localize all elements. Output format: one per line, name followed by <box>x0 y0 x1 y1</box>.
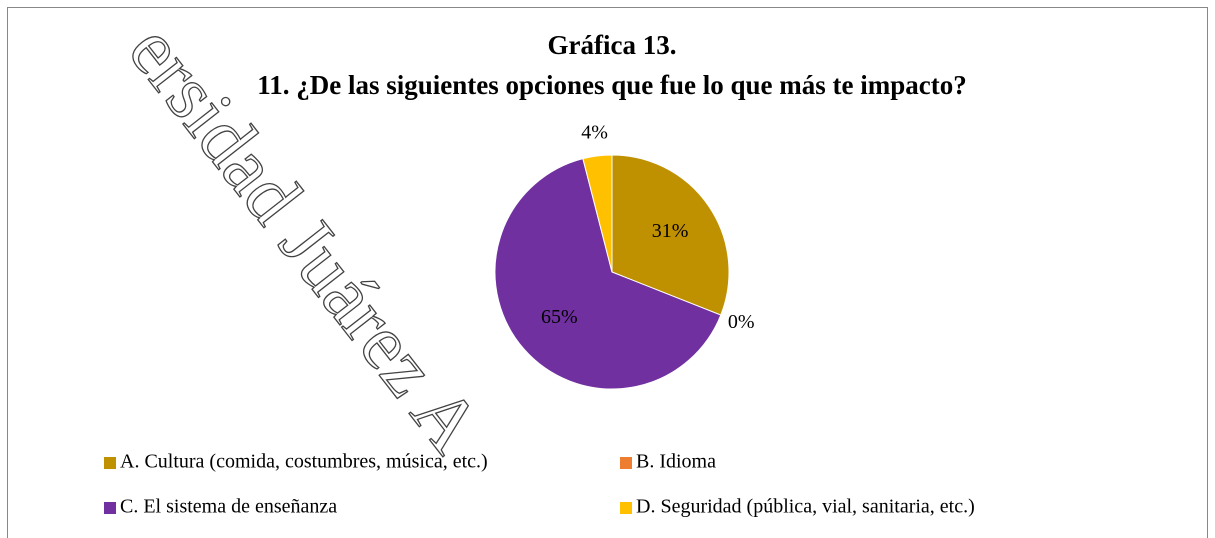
data-label: 65% <box>541 306 578 328</box>
legend-label: D. Seguridad (pública, vial, sanitaria, … <box>636 496 975 518</box>
data-label: 0% <box>728 311 755 333</box>
data-label: 31% <box>652 220 689 242</box>
pie-slice <box>494 158 722 390</box>
legend-label: C. El sistema de enseñanza <box>120 496 337 518</box>
legend-swatch <box>104 457 116 469</box>
pie-slice <box>582 154 613 273</box>
chart-subtitle: 11. ¿De las siguientes opciones que fue … <box>257 70 967 100</box>
pie-slice <box>611 154 730 316</box>
legend-swatch <box>620 457 632 469</box>
legend-label: B. Idioma <box>636 451 716 473</box>
legend-swatch <box>104 502 116 514</box>
data-label: 4% <box>581 122 608 144</box>
legend-swatch <box>620 502 632 514</box>
chart-title: Gráfica 13. <box>548 30 677 60</box>
legend-label: A. Cultura (comida, costumbres, música, … <box>120 451 488 473</box>
